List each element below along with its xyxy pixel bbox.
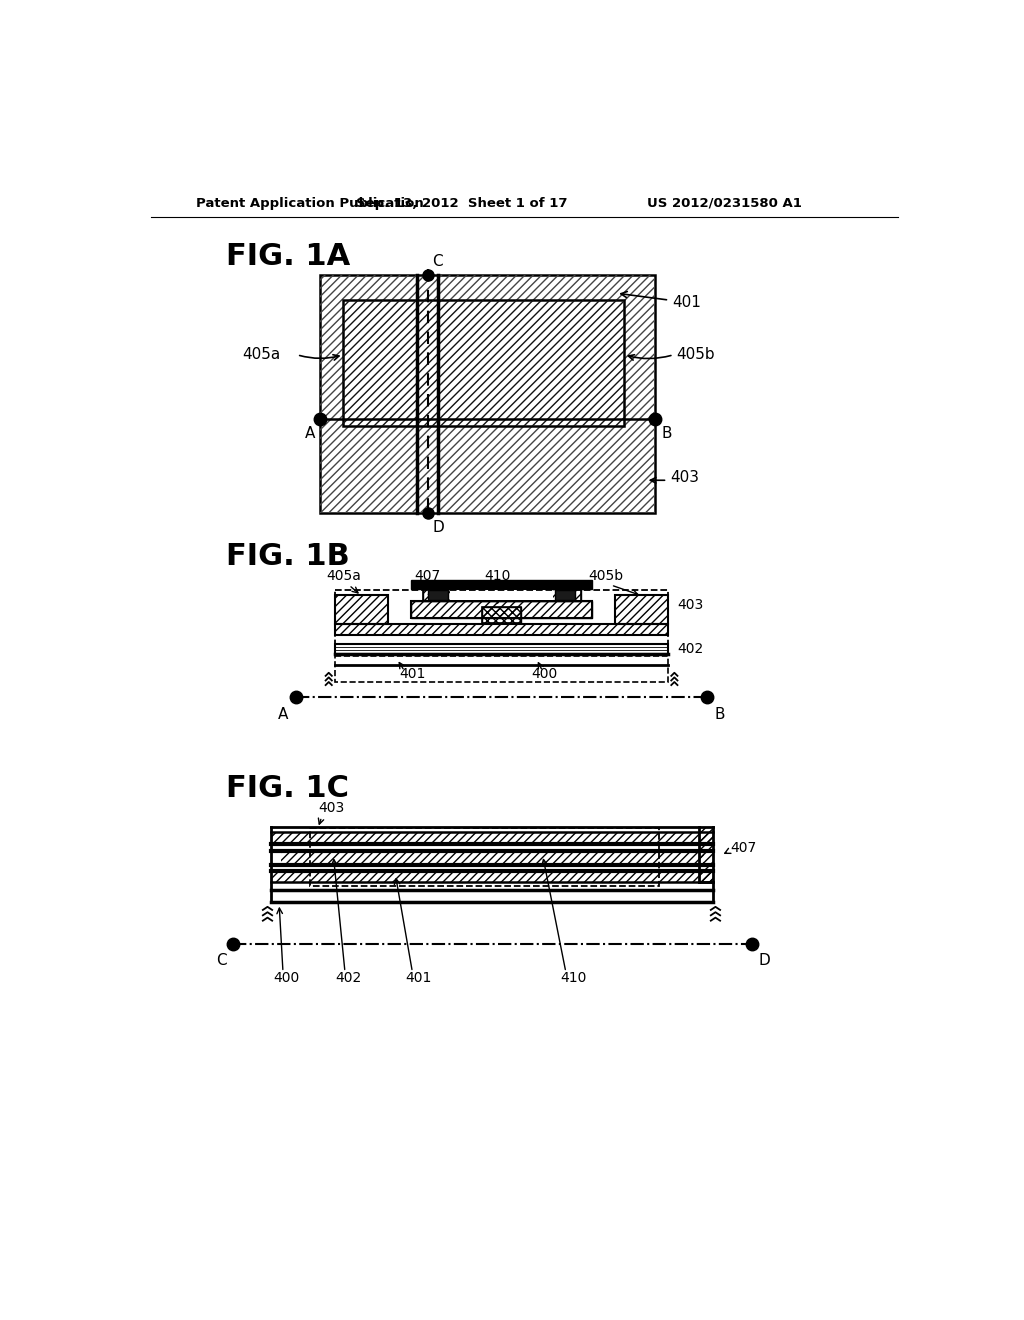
Text: A: A	[304, 426, 314, 441]
Bar	[335, 624, 669, 635]
Bar	[450, 590, 554, 599]
Bar	[411, 579, 592, 589]
Bar	[343, 300, 624, 425]
Text: 405a: 405a	[243, 347, 281, 362]
Text: FIG. 1B: FIG. 1B	[225, 543, 349, 570]
Text: 401: 401	[621, 292, 700, 310]
Bar	[428, 590, 449, 599]
Text: Patent Application Publication: Patent Application Publication	[197, 197, 424, 210]
Bar	[321, 276, 655, 512]
Text: 405a: 405a	[327, 569, 361, 583]
Bar	[310, 829, 658, 886]
Text: D: D	[432, 520, 444, 535]
Bar	[335, 595, 388, 624]
Text: 407: 407	[730, 841, 757, 854]
Bar	[411, 601, 592, 618]
Text: D: D	[758, 953, 770, 968]
Bar	[271, 832, 713, 845]
Text: 400: 400	[531, 668, 557, 681]
Text: US 2012/0231580 A1: US 2012/0231580 A1	[647, 197, 802, 210]
Text: 405b: 405b	[589, 569, 624, 583]
Bar	[555, 590, 575, 599]
Text: 410: 410	[560, 970, 587, 985]
Bar	[482, 607, 521, 623]
Text: C: C	[216, 953, 226, 968]
Text: 402: 402	[678, 642, 703, 656]
Bar	[335, 595, 388, 624]
Bar	[271, 871, 713, 882]
Text: B: B	[662, 426, 672, 441]
Text: FIG. 1C: FIG. 1C	[225, 775, 348, 804]
Text: 403: 403	[678, 598, 703, 612]
Text: A: A	[279, 706, 289, 722]
Bar	[335, 644, 669, 655]
Bar	[423, 589, 581, 601]
Text: 407: 407	[415, 569, 441, 583]
Bar	[321, 276, 655, 512]
Bar	[699, 826, 713, 882]
Text: Sep. 13, 2012  Sheet 1 of 17: Sep. 13, 2012 Sheet 1 of 17	[355, 197, 567, 210]
Text: 410: 410	[484, 569, 511, 583]
Text: 403: 403	[317, 801, 344, 816]
Text: 400: 400	[273, 970, 300, 985]
Bar	[281, 851, 703, 866]
Text: 402: 402	[336, 970, 362, 985]
Text: C: C	[432, 253, 443, 268]
Bar	[615, 595, 669, 624]
Bar	[482, 607, 521, 623]
Text: FIG. 1A: FIG. 1A	[225, 242, 350, 271]
Text: 401: 401	[406, 970, 432, 985]
Bar	[615, 595, 669, 624]
Text: 401: 401	[399, 668, 426, 681]
Bar	[335, 656, 669, 682]
Bar	[343, 300, 624, 425]
Bar	[335, 624, 669, 635]
Bar	[335, 590, 669, 644]
Bar	[411, 601, 592, 618]
Text: 405b: 405b	[677, 347, 716, 362]
Bar	[423, 589, 581, 601]
Text: B: B	[715, 706, 725, 722]
Text: 403: 403	[671, 470, 699, 486]
